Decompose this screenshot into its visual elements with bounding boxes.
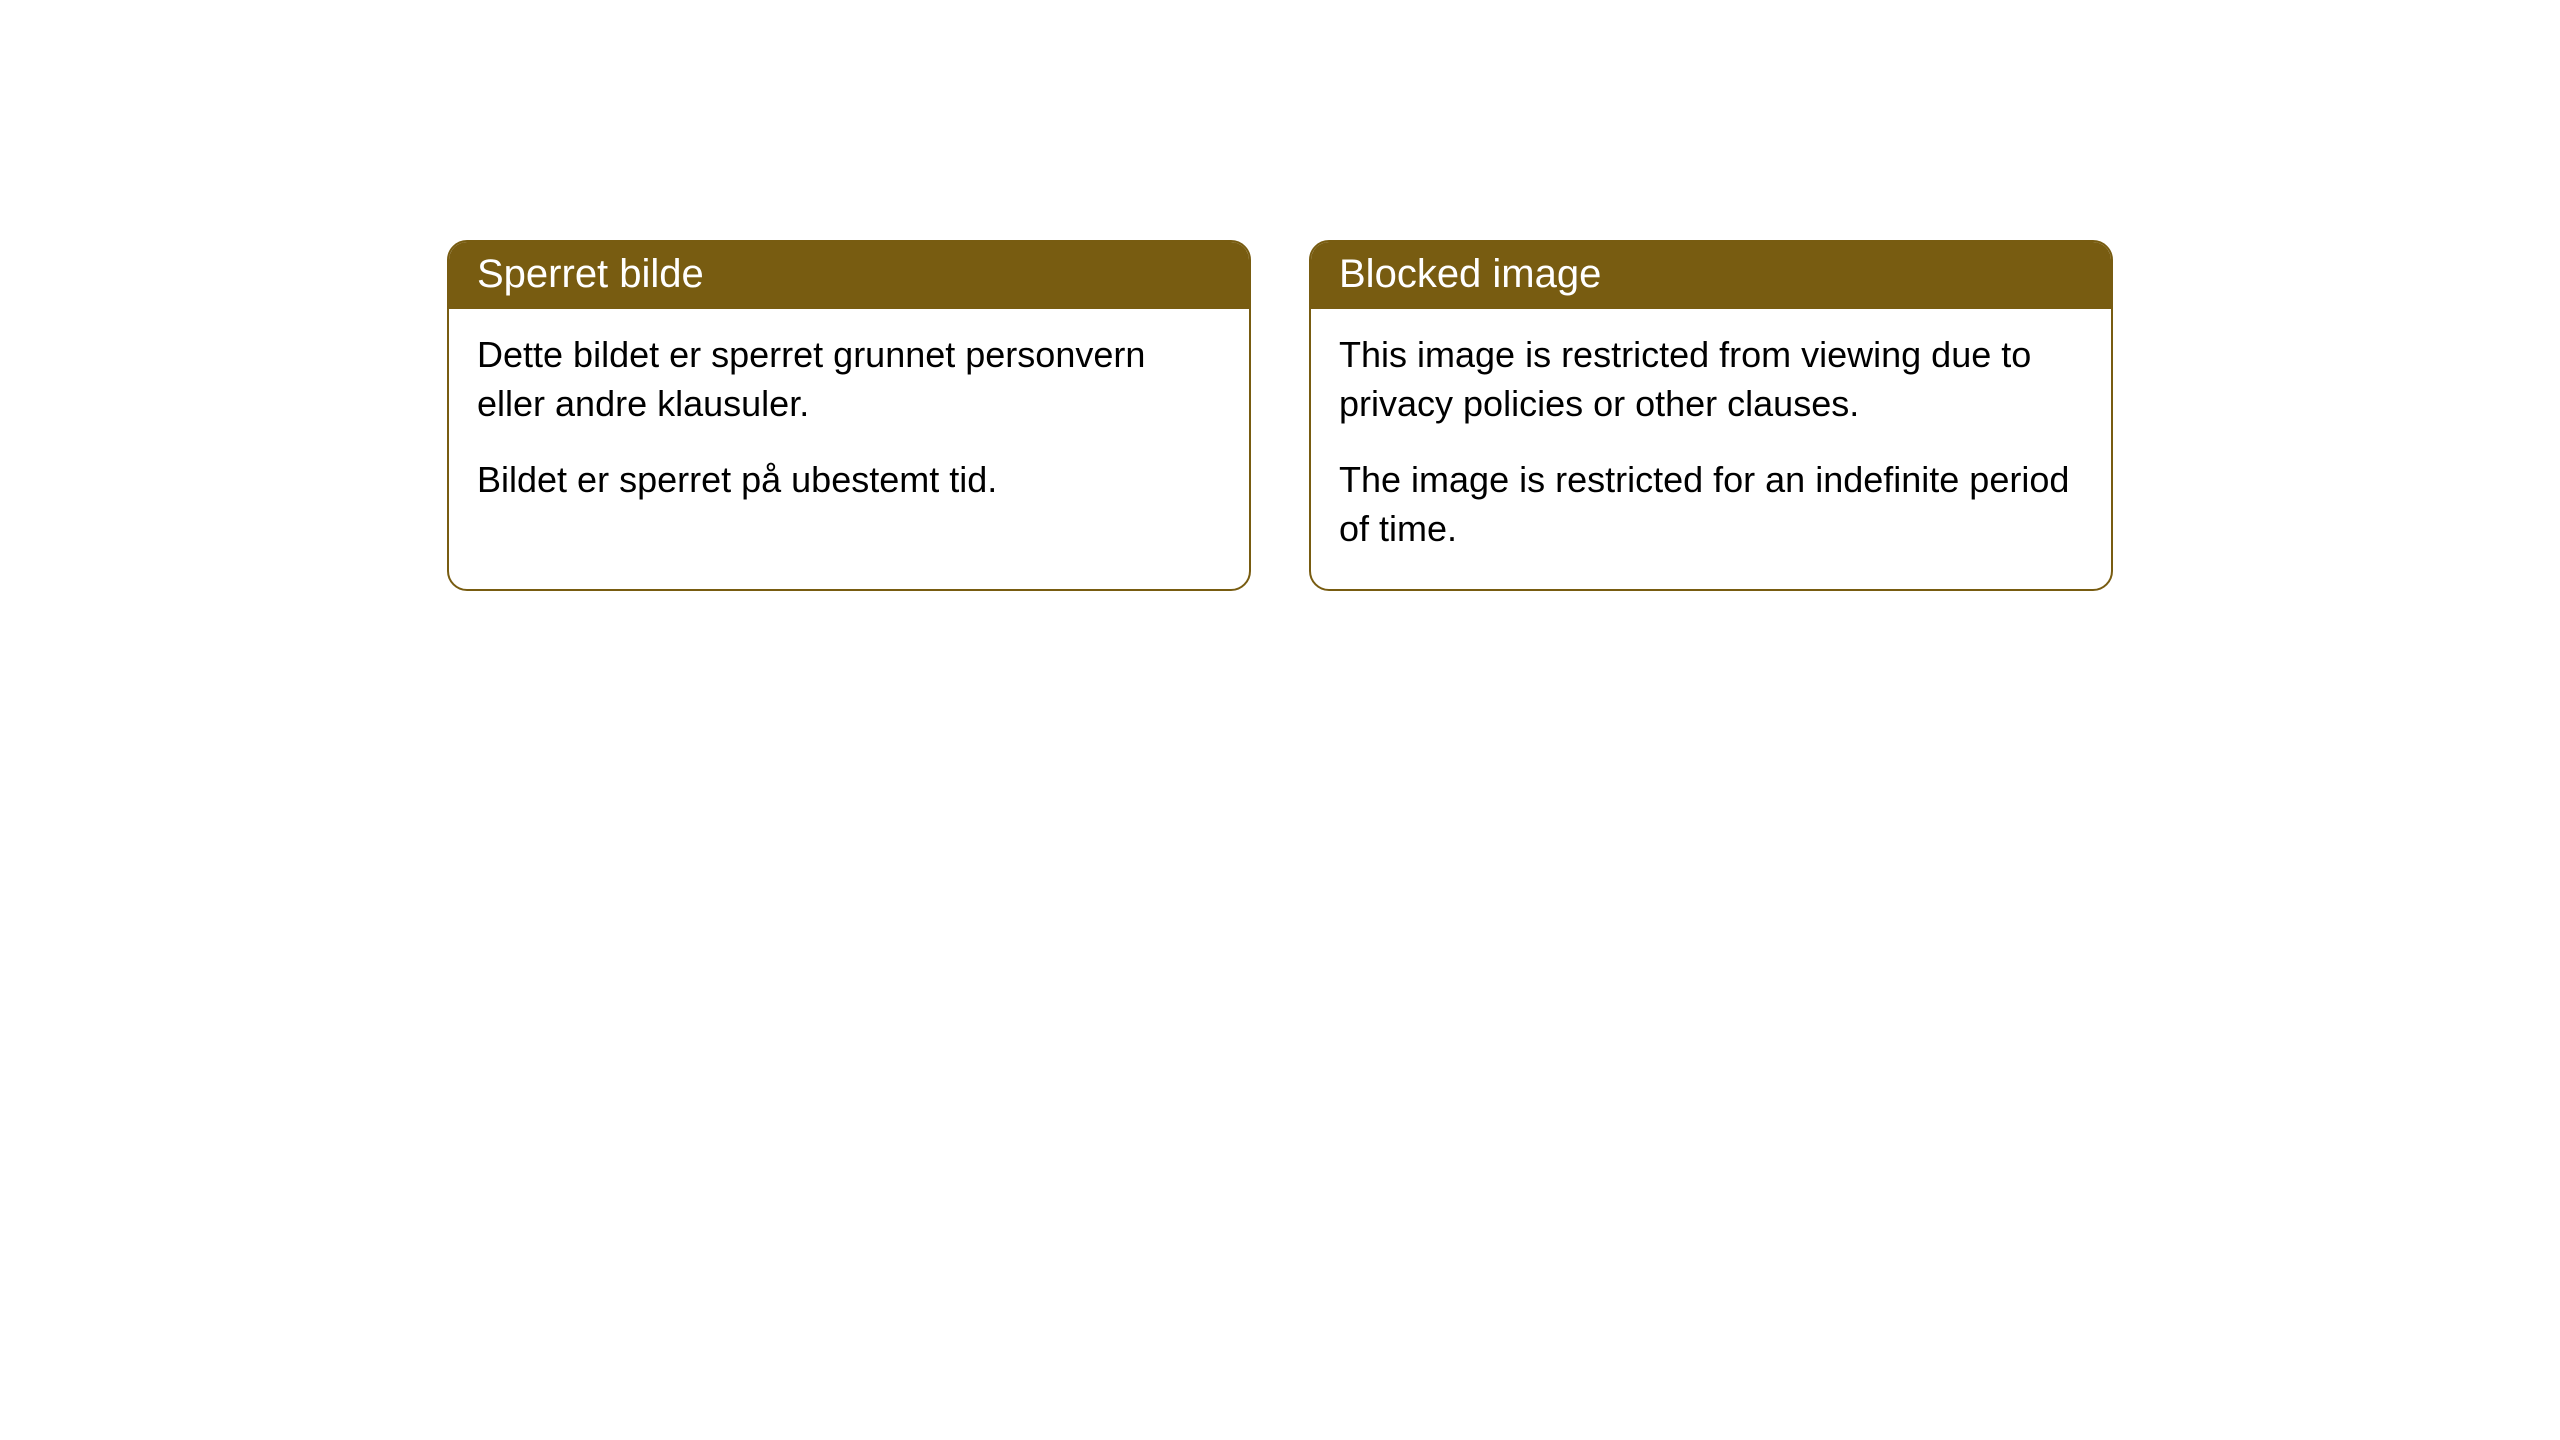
cards-container: Sperret bilde Dette bildet er sperret gr… bbox=[447, 240, 2113, 591]
card-norwegian: Sperret bilde Dette bildet er sperret gr… bbox=[447, 240, 1251, 591]
card-header-text: Sperret bilde bbox=[477, 252, 704, 296]
card-paragraph-1: Dette bildet er sperret grunnet personve… bbox=[477, 331, 1221, 428]
card-english: Blocked image This image is restricted f… bbox=[1309, 240, 2113, 591]
card-header-english: Blocked image bbox=[1311, 242, 2111, 309]
card-body-english: This image is restricted from viewing du… bbox=[1311, 309, 2111, 589]
card-header-norwegian: Sperret bilde bbox=[449, 242, 1249, 309]
card-body-norwegian: Dette bildet er sperret grunnet personve… bbox=[449, 309, 1249, 541]
card-paragraph-2: Bildet er sperret på ubestemt tid. bbox=[477, 456, 1221, 505]
card-paragraph-2: The image is restricted for an indefinit… bbox=[1339, 456, 2083, 553]
card-paragraph-1: This image is restricted from viewing du… bbox=[1339, 331, 2083, 428]
card-header-text: Blocked image bbox=[1339, 252, 1601, 296]
